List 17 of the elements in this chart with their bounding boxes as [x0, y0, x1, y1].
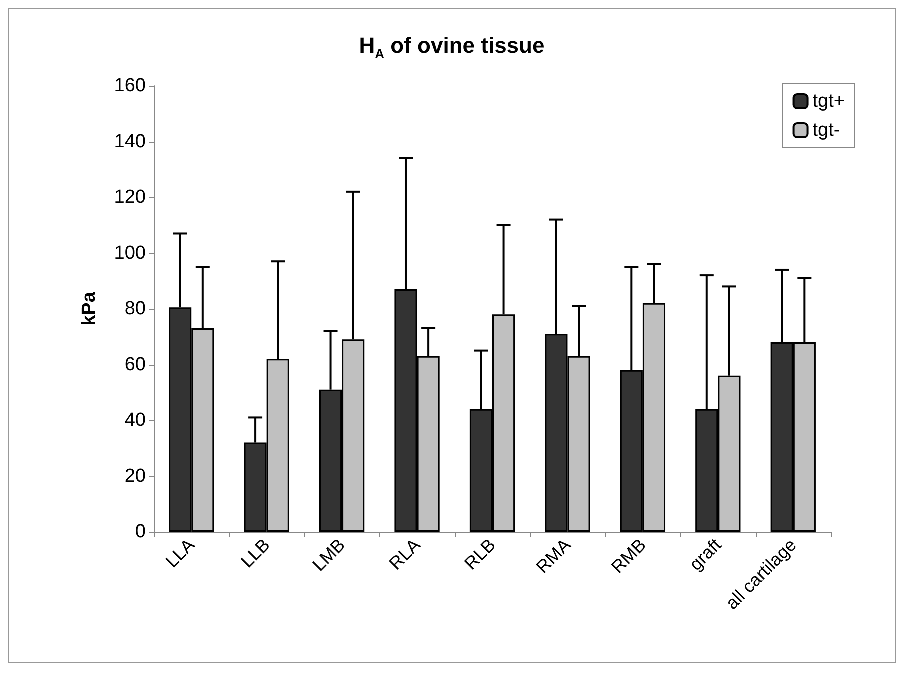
legend-label: tgt-: [812, 120, 840, 141]
y-tick-label: 100: [114, 242, 146, 264]
y-tick-label: 60: [124, 354, 146, 376]
x-tick-label: LLA: [162, 534, 199, 572]
x-tick-label: RLA: [385, 534, 424, 574]
y-tick-label: 40: [124, 410, 146, 431]
x-tick-label: RLB: [460, 534, 500, 574]
x-tick-label: LLB: [237, 534, 274, 572]
legend-label: tgt+: [812, 91, 846, 112]
y-axis-title: kPa: [79, 292, 100, 326]
y-tick-label: 80: [124, 298, 146, 320]
chart-title: H$_{A}$ of ovine tissue: [358, 33, 546, 62]
y-tick-label: 120: [114, 187, 146, 208]
y-tick-label: 0: [135, 522, 146, 542]
y-tick-label: 140: [114, 131, 146, 152]
y-tick-label: 20: [124, 466, 146, 487]
y-tick-label: 160: [114, 76, 146, 96]
